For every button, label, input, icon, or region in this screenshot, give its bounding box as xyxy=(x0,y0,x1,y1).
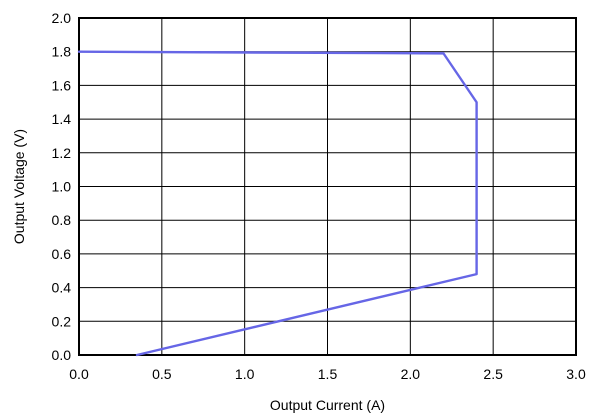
x-axis-title: Output Current (A) xyxy=(270,397,385,413)
y-tick-label: 0.0 xyxy=(52,347,72,363)
y-tick-label: 0.4 xyxy=(52,280,72,296)
series-line xyxy=(77,50,478,357)
y-tick-label: 0.6 xyxy=(52,246,72,262)
plot-area-frame xyxy=(78,17,577,356)
x-tick-label: 0.5 xyxy=(152,366,172,382)
x-tick-label: 1.0 xyxy=(235,366,255,382)
x-tick-label: 2.5 xyxy=(483,366,503,382)
grid-layer xyxy=(78,17,577,356)
y-tick-label: 0.2 xyxy=(52,313,72,329)
y-axis-tick-labels: 0.0 0.2 0.4 0.6 0.8 1.0 1.2 1.4 1.6 1.8 2.0 xyxy=(52,10,72,363)
x-tick-label: 3.0 xyxy=(566,366,586,382)
y-tick-label: 0.8 xyxy=(52,212,72,228)
y-tick-label: 1.4 xyxy=(52,111,72,127)
x-tick-label: 0.0 xyxy=(69,366,89,382)
x-axis-tick-labels: 0.0 0.5 1.0 1.5 2.0 2.5 3.0 xyxy=(69,366,586,382)
y-tick-label: 1.2 xyxy=(52,145,72,161)
y-tick-label: 1.8 xyxy=(52,44,72,60)
y-tick-label: 2.0 xyxy=(52,10,72,26)
series-layer xyxy=(77,50,478,357)
y-tick-label: 1.0 xyxy=(52,179,72,195)
y-tick-label: 1.6 xyxy=(52,77,72,93)
y-axis-title: Output Voltage (V) xyxy=(11,129,27,244)
x-tick-label: 2.0 xyxy=(401,366,421,382)
x-tick-label: 1.5 xyxy=(318,366,338,382)
